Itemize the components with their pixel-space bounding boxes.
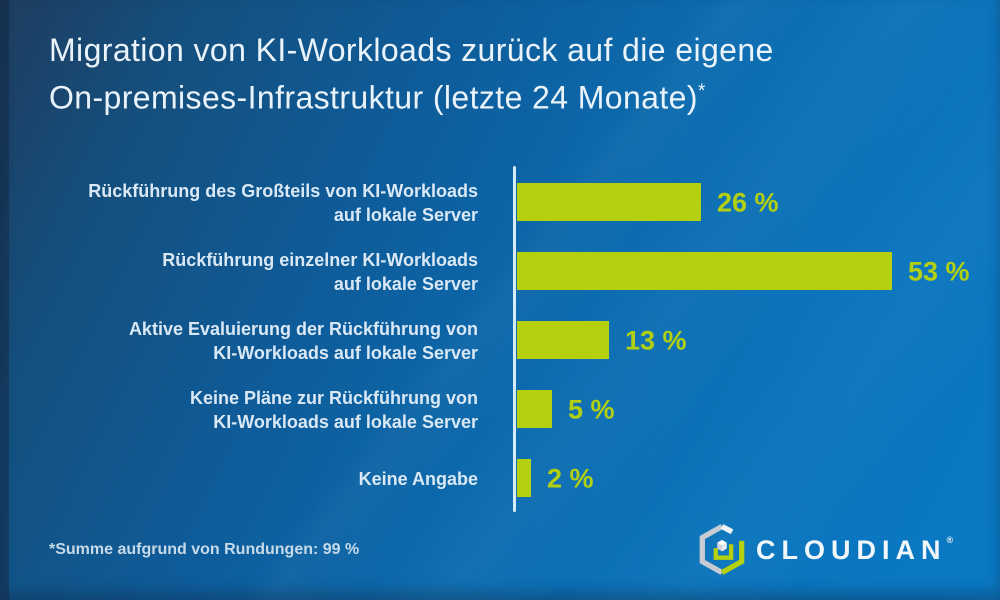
chart-row: Keine Angabe 2 % [40,444,970,513]
value-label: 13 % [625,325,687,355]
chart-axis-line [513,166,516,512]
chart-rows: Rückführung des Großteils von KI-Workloa… [40,168,970,513]
category-label: Aktive Evaluierung der Rückführung von KI… [128,318,478,363]
value-label: 26 % [717,187,779,217]
bar-13pct [517,321,609,359]
chart-row: Rückführung einzelner KI-Workloads auf lo… [40,237,970,306]
chart-title-line1: Migration von KI-Workloads zurück auf di… [49,32,774,68]
value-label: 5 % [568,394,615,424]
bar-2pct [517,459,531,497]
value-label: 53 % [908,256,970,286]
category-label: Rückführung einzelner KI-Workloads auf lo… [162,249,478,294]
cloudian-hexagon-cube-icon [699,524,745,575]
registered-trademark-mark: ® [946,534,954,545]
footnote: *Summe aufgrund von Rundungen: 99 % [49,541,360,558]
cloudian-wordmark: CLOUDIAN® [756,535,953,566]
title-asterisk: * [697,81,706,102]
chart-title-line2: On-premises-Infrastruktur (letzte 24 Mon… [49,79,698,116]
bar-53pct [517,252,892,290]
category-label: Rückführung des Großteils von KI-Workloa… [88,180,478,225]
bar-26pct [517,183,701,221]
category-label: Keine Pläne zur Rückführung von KI-Worklo… [189,387,478,432]
cloudian-logo: CLOUDIAN® [698,522,953,578]
chart-title: Migration von KI-Workloads zurück auf di… [49,30,959,119]
chart-row: Aktive Evaluierung der Rückführung von KI… [40,306,970,375]
chart-row: Rückführung des Großteils von KI-Workloa… [40,168,970,237]
chart-row: Keine Pläne zur Rückführung von KI-Worklo… [40,375,970,444]
value-label: 2 % [547,463,594,493]
bar-5pct [517,390,552,428]
category-label: Keine Angabe [358,468,478,489]
cloudian-wordmark-text: CLOUDIAN [756,534,947,565]
